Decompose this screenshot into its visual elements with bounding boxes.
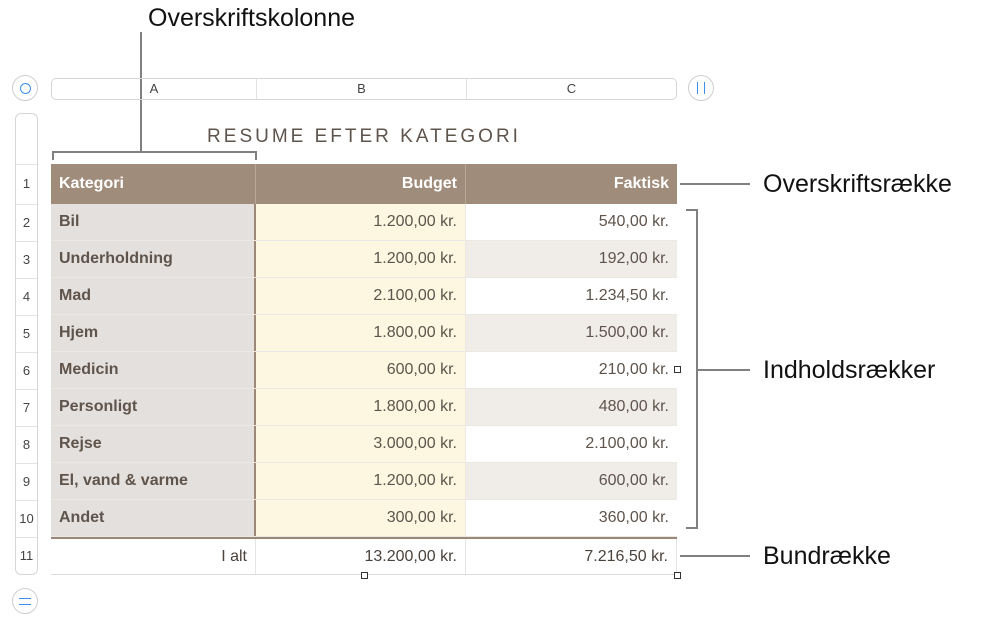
row-number[interactable]: 2 [22,215,31,230]
actual-cell[interactable]: 480,00 kr. [466,389,677,425]
callout-header-row: Overskriftsrække [763,170,952,198]
callout-bracket [686,209,698,211]
budget-cell[interactable]: 1.200,00 kr. [256,241,466,277]
header-cell-faktisk[interactable]: Faktisk [613,175,669,192]
table-row: Rejse 3.000,00 kr. 2.100,00 kr. [51,426,677,463]
row-separator [16,500,37,501]
budget-cell[interactable]: 3.000,00 kr. [256,426,466,462]
callout-line [680,183,750,185]
category-cell[interactable]: Personligt [51,389,256,425]
callout-bracket [52,151,257,153]
select-table-button[interactable] [12,75,38,101]
category-cell[interactable]: Rejse [51,426,256,462]
row-number[interactable]: 8 [22,437,31,452]
row-number[interactable]: 3 [22,252,31,267]
budget-cell[interactable]: 1.200,00 kr. [256,204,466,240]
table: Kategori Budget Faktisk Bil 1.200,00 kr. 5… [51,164,677,575]
actual-cell[interactable]: 210,00 kr. [466,352,677,388]
table-row: Hjem 1.800,00 kr. 1.500,00 kr. [51,315,677,352]
table-row: Andet 300,00 kr. 360,00 kr. [51,500,677,537]
row-separator [16,463,37,464]
row-number[interactable]: 7 [22,400,31,415]
row-separator [16,352,37,353]
budget-cell[interactable]: 1.800,00 kr. [256,389,466,425]
row-separator [16,315,37,316]
header-cell-budget[interactable]: Budget [256,164,466,204]
resize-handle[interactable] [674,572,681,579]
category-cell[interactable]: Underholdning [51,241,256,277]
budget-cell[interactable]: 300,00 kr. [256,500,466,536]
column-header-b[interactable]: B [257,79,467,99]
table-row: Bil 1.200,00 kr. 540,00 kr. [51,204,677,241]
callout-bracket [255,151,257,160]
table-row: Medicin 600,00 kr. 210,00 kr. [51,352,677,389]
callout-body-rows: Indholdsrækker [763,356,936,384]
row-separator [16,426,37,427]
table-row: Mad 2.100,00 kr. 1.234,50 kr. [51,278,677,315]
callout-line [696,369,750,371]
row-handle-icon [19,597,31,605]
row-separator [16,389,37,390]
category-cell[interactable]: Mad [51,278,256,314]
row-number[interactable]: 9 [22,474,31,489]
actual-cell[interactable]: 600,00 kr. [466,463,677,499]
header-row: Kategori Budget Faktisk [51,164,677,204]
budget-cell[interactable]: 600,00 kr. [256,352,466,388]
row-separator [16,537,37,538]
callout-footer-row: Bundrække [763,542,891,570]
callout-header-column: Overskriftskolonne [148,4,356,32]
resize-handle[interactable] [674,366,681,373]
footer-budget-cell[interactable]: 13.200,00 kr. [256,539,466,574]
category-cell[interactable]: Andet [51,500,256,536]
callout-line [680,555,750,557]
actual-cell[interactable]: 1.234,50 kr. [466,278,677,314]
actual-cell[interactable]: 360,00 kr. [466,500,677,536]
category-cell[interactable]: Medicin [51,352,256,388]
table-title[interactable]: RESUME EFTER KATEGORI [207,126,521,147]
category-cell[interactable]: Bil [51,204,256,240]
row-number[interactable]: 5 [22,326,31,341]
category-cell[interactable]: Hjem [51,315,256,351]
header-cell-kategori[interactable]: Kategori [51,164,256,204]
budget-cell[interactable]: 2.100,00 kr. [256,278,466,314]
row-separator [16,278,37,279]
actual-cell[interactable]: 192,00 kr. [466,241,677,277]
column-handle-icon [697,82,705,94]
row-separator [16,241,37,242]
row-number[interactable]: 6 [22,363,31,378]
callout-bracket [52,151,54,160]
row-header-bar[interactable] [15,113,38,575]
add-rows-button[interactable] [12,588,38,614]
actual-cell[interactable]: 1.500,00 kr. [466,315,677,351]
add-columns-button[interactable] [688,75,714,101]
footer-row: I alt 13.200,00 kr. 7.216,50 kr. [51,537,677,575]
footer-label-cell[interactable]: I alt [51,539,256,574]
budget-cell[interactable]: 1.800,00 kr. [256,315,466,351]
callout-bracket [686,527,698,529]
row-number[interactable]: 1 [22,176,31,191]
row-separator [16,164,37,165]
footer-actual-cell[interactable]: 7.216,50 kr. [466,539,677,574]
actual-cell[interactable]: 540,00 kr. [466,204,677,240]
row-separator [16,204,37,205]
resize-handle[interactable] [361,572,368,579]
row-number[interactable]: 10 [19,511,34,526]
table-row: El, vand & varme 1.200,00 kr. 600,00 kr. [51,463,677,500]
column-header-bar[interactable]: A B C [51,78,677,100]
budget-cell[interactable]: 1.200,00 kr. [256,463,466,499]
actual-cell[interactable]: 2.100,00 kr. [466,426,677,462]
table-row: Underholdning 1.200,00 kr. 192,00 kr. [51,241,677,278]
column-header-c[interactable]: C [566,81,577,96]
table-row: Personligt 1.800,00 kr. 480,00 kr. [51,389,677,426]
callout-line [140,32,142,153]
circle-icon [19,82,31,94]
row-number[interactable]: 4 [22,289,31,304]
category-cell[interactable]: El, vand & varme [51,463,256,499]
row-number[interactable]: 11 [19,548,34,563]
column-header-a[interactable]: A [52,79,257,99]
